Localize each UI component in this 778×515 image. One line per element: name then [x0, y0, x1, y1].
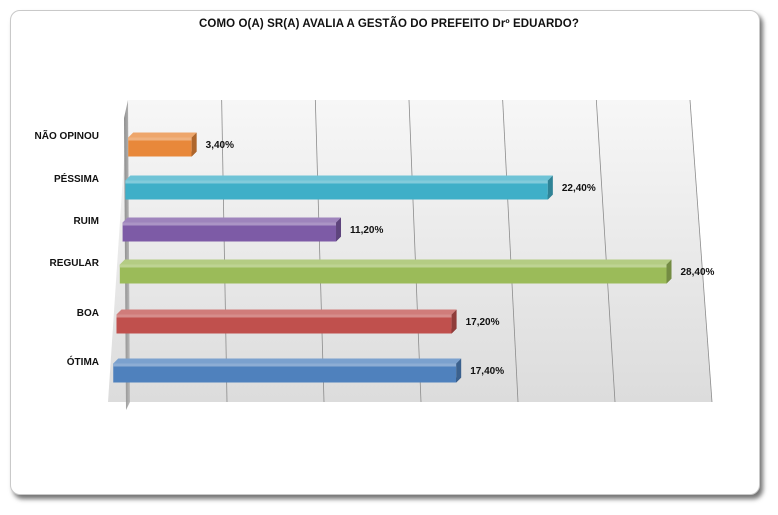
bar-ruim [122, 217, 342, 242]
bar-front-face [128, 137, 192, 157]
labels: NÃO OPINOU 3,40% PÉSSIMA 22,40% RUIM 11,20% RE… [35, 129, 715, 377]
bar-highlight [128, 137, 192, 141]
bar-p-ssima [125, 175, 553, 200]
bar-end-face [666, 259, 672, 284]
bar-end-face [451, 309, 457, 334]
plot-background [108, 100, 712, 402]
bar-regular [119, 259, 672, 284]
bars [113, 132, 672, 383]
bar-front-face [119, 264, 667, 284]
value-label: 17,20% [466, 317, 500, 328]
bar-n-o-opinou [128, 132, 197, 157]
bar-front-face [125, 180, 548, 200]
bar-highlight [113, 363, 457, 367]
value-label: 28,40% [681, 267, 715, 278]
bar-highlight [125, 180, 548, 184]
value-label: 22,40% [562, 183, 596, 194]
bar-front-face [116, 314, 452, 334]
value-label: 11,20% [350, 225, 383, 236]
gridline [502, 99, 519, 403]
bar-end-face [456, 358, 462, 383]
category-label: BOA [77, 308, 99, 319]
category-label: NÃO OPINOU [35, 129, 99, 142]
gridline [314, 99, 325, 403]
chart-title: COMO O(A) SR(A) AVALIA A GESTÃO DO PREFE… [199, 18, 579, 30]
bar-highlight [116, 314, 452, 318]
value-label: 3,40% [206, 140, 234, 151]
bar-boa [116, 309, 457, 334]
bar--tima [113, 358, 462, 383]
bar-top-face [119, 259, 672, 265]
gridlines [221, 99, 713, 403]
category-label: ÓTIMA [67, 355, 99, 368]
bar-top-face [116, 309, 457, 315]
gridline [221, 99, 228, 403]
bar-end-face [547, 175, 553, 200]
bar-front-face [122, 222, 337, 242]
gridline [408, 99, 422, 403]
value-label: 17,40% [470, 366, 504, 377]
bar-top-face [113, 358, 462, 364]
bar-end-face [336, 217, 342, 242]
category-label: RUIM [73, 216, 99, 227]
category-label: REGULAR [50, 258, 100, 269]
bar-top-face [122, 217, 342, 223]
gridline [595, 99, 616, 403]
gridline [689, 99, 713, 403]
bar-front-face [113, 363, 457, 383]
bar-top-face [128, 132, 197, 138]
bar-top-face [125, 175, 553, 181]
bar-highlight [119, 264, 667, 268]
bar-highlight [122, 222, 337, 226]
bar-end-face [191, 132, 197, 157]
category-label: PÉSSIMA [54, 172, 99, 185]
